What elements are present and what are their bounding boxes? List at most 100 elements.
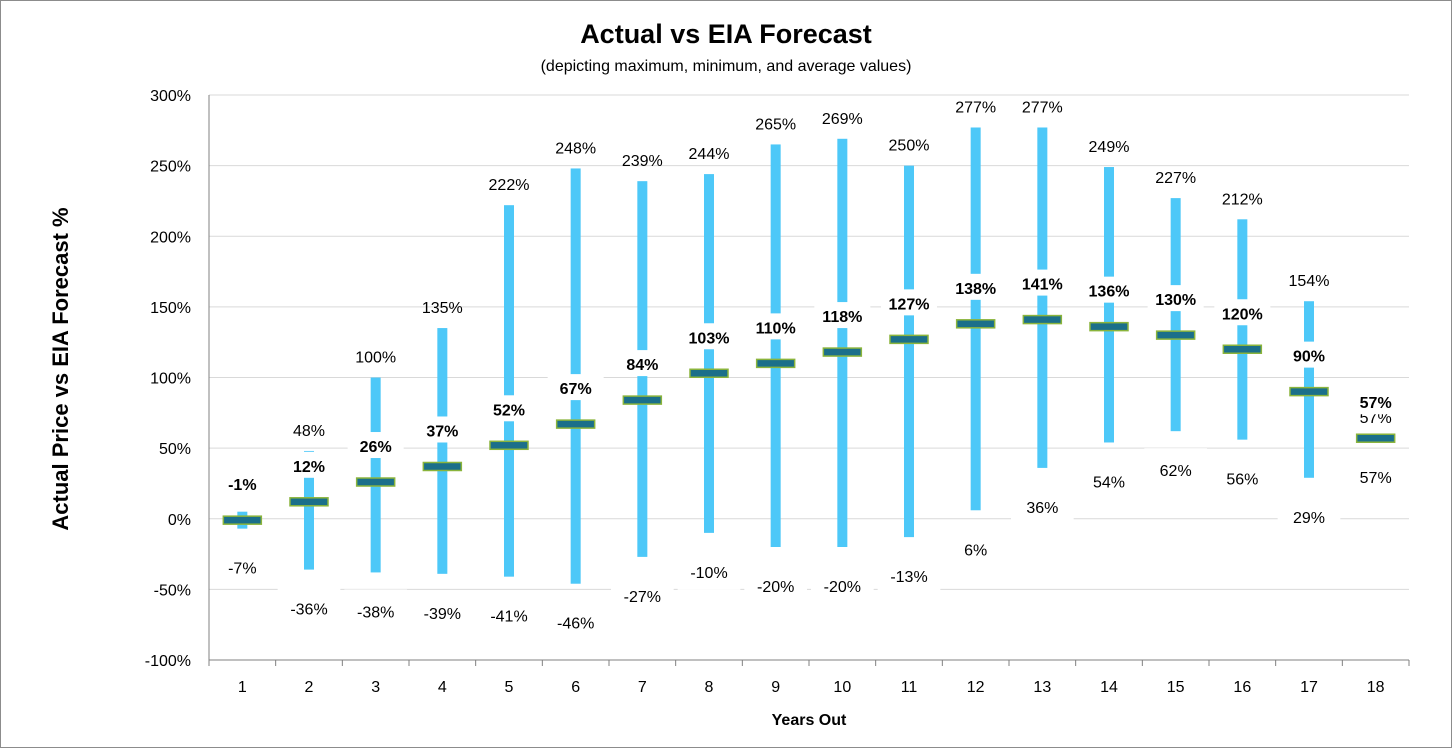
avg-marker: [1222, 344, 1263, 354]
x-tick-label: 7: [638, 679, 647, 696]
range-bar: [1104, 167, 1114, 443]
max-data-label: 248%: [555, 140, 596, 157]
avg-data-label: 52%: [493, 402, 525, 419]
avg-label-halo: [814, 302, 871, 329]
avg-label-halo: [614, 350, 671, 377]
min-data-label: 62%: [1160, 463, 1192, 480]
range-bar: [904, 165, 914, 538]
max-data-label: 100%: [355, 350, 396, 367]
avg-data-label: 26%: [360, 439, 392, 456]
min-data-label: 29%: [1293, 510, 1325, 527]
range-bar: [437, 328, 448, 574]
avg-label-halo: [681, 323, 737, 350]
x-tick-label: 1: [238, 679, 247, 696]
x-tick-label: 4: [438, 679, 447, 696]
avg-marker: [889, 334, 929, 345]
chart-subtitle: (depicting maximum, minimum, and average…: [540, 58, 912, 75]
avg-label-halo: [881, 289, 937, 316]
avg-label-halo: [1081, 276, 1137, 303]
min-data-label: 56%: [1226, 472, 1258, 489]
avg-marker: [1022, 314, 1063, 325]
chart-title: Actual vs EIA Forecast: [580, 19, 872, 49]
range-bar: [970, 127, 981, 511]
min-label-halo: [477, 593, 541, 634]
avg-data-label: 12%: [293, 459, 325, 476]
x-tick-label: 17: [1300, 679, 1318, 696]
min-data-label: -7%: [228, 561, 256, 578]
avg-label-halo: [1281, 341, 1337, 368]
min-label-halo: [1277, 494, 1341, 535]
x-tick-label: 13: [1033, 679, 1051, 696]
x-tick-label: 12: [967, 679, 985, 696]
x-axis-label: Years Out: [771, 712, 847, 729]
min-data-label: -20%: [757, 579, 794, 596]
range-bar: [770, 144, 781, 547]
avg-label-halo: [747, 313, 804, 340]
max-data-label: 212%: [1222, 191, 1263, 208]
max-data-label: 250%: [889, 138, 930, 155]
avg-label-halo: [1014, 269, 1071, 296]
avg-marker: [822, 347, 863, 357]
x-tick-label: 10: [833, 679, 851, 696]
min-data-label: -38%: [357, 604, 394, 621]
avg-marker: [1155, 330, 1196, 340]
y-tick-label: -50%: [154, 582, 191, 599]
max-data-label: 222%: [489, 177, 530, 194]
min-data-label: -36%: [290, 602, 327, 619]
min-label-halo: [944, 527, 1007, 568]
avg-label-halo: [1147, 285, 1204, 312]
min-label-halo: [411, 590, 474, 631]
avg-marker: [222, 515, 263, 525]
min-label-halo: [344, 589, 407, 630]
y-tick-label: 0%: [168, 512, 191, 529]
avg-data-label: 37%: [426, 423, 458, 440]
avg-marker: [689, 368, 729, 379]
min-label-halo: [677, 549, 741, 590]
max-data-label: 239%: [622, 153, 663, 170]
avg-marker: [1289, 386, 1329, 397]
x-tick-label: 2: [305, 679, 314, 696]
max-data-label: 154%: [1289, 273, 1330, 290]
range-bar: [504, 205, 514, 577]
avg-data-label: 120%: [1222, 306, 1263, 323]
x-tick-label: 8: [705, 679, 714, 696]
avg-data-label: -1%: [228, 477, 256, 494]
avg-label-halo: [347, 432, 404, 459]
avg-marker: [1355, 433, 1396, 443]
min-label-halo: [1211, 456, 1274, 497]
y-tick-label: 50%: [159, 441, 191, 458]
avg-data-label: 127%: [889, 296, 930, 313]
min-data-label: -46%: [557, 616, 594, 633]
x-tick-label: 5: [505, 679, 514, 696]
avg-data-label: 130%: [1155, 292, 1196, 309]
avg-label-halo: [547, 374, 604, 401]
max-data-label: 277%: [955, 99, 996, 116]
avg-label-halo: [481, 395, 537, 422]
x-tick-label: 16: [1233, 679, 1251, 696]
max-data-label: 249%: [1089, 139, 1130, 156]
min-data-label: -27%: [624, 589, 661, 606]
avg-marker: [622, 395, 663, 405]
min-data-label: -13%: [890, 569, 927, 586]
max-data-label: 244%: [689, 146, 730, 163]
avg-label-halo: [1347, 388, 1404, 415]
range-bar: [704, 174, 714, 533]
min-data-label: -20%: [824, 579, 861, 596]
x-tick-label: 3: [371, 679, 380, 696]
max-data-label: 57%: [1360, 410, 1392, 427]
max-data-label: 265%: [755, 116, 796, 133]
y-tick-label: 100%: [150, 371, 191, 388]
avg-data-label: 110%: [756, 320, 796, 337]
min-label-halo: [1144, 448, 1207, 489]
avg-data-label: 118%: [822, 309, 862, 326]
min-data-label: 36%: [1026, 500, 1058, 517]
x-tick-label: 6: [571, 679, 580, 696]
avg-marker: [355, 477, 396, 487]
min-label-halo: [811, 564, 874, 604]
avg-data-label: 136%: [1089, 284, 1130, 301]
avg-data-label: 138%: [955, 281, 996, 298]
min-data-label: -39%: [424, 606, 461, 623]
x-tick-label: 18: [1367, 679, 1385, 696]
min-data-label: 54%: [1093, 474, 1125, 491]
